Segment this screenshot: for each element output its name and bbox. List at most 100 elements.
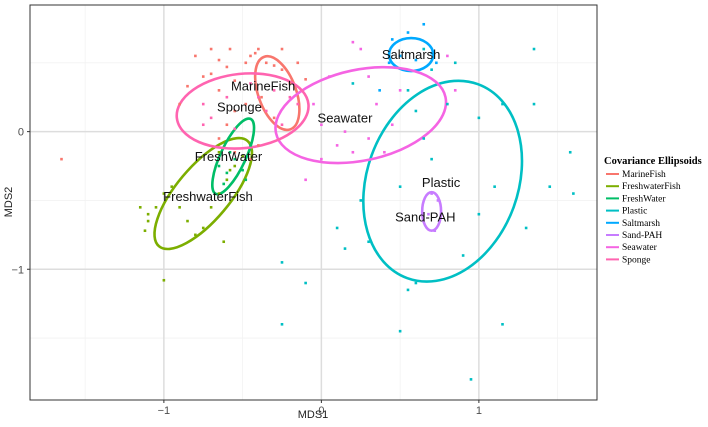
data-point-marinefish xyxy=(209,72,213,76)
data-point-freshwaterfish xyxy=(241,155,244,158)
data-point-plastic xyxy=(430,68,433,71)
data-point-plastic xyxy=(280,323,284,326)
y-axis-title: MDS2 xyxy=(3,187,15,218)
ellipse-marinefish xyxy=(253,54,301,132)
data-point-freshwater xyxy=(233,157,237,161)
data-point-marinefish xyxy=(233,150,237,154)
data-point-freshwaterfish xyxy=(146,212,150,216)
ellipse-freshwaterfish xyxy=(153,136,254,251)
data-point-marinefish xyxy=(257,47,260,51)
data-point-seawater xyxy=(320,123,323,127)
data-point-marinefish xyxy=(280,47,284,51)
data-point-freshwater xyxy=(217,164,221,168)
data-point-freshwater xyxy=(244,178,248,182)
group-label-freshwater: FreshWater xyxy=(195,149,263,164)
data-point-marinefish xyxy=(249,54,252,58)
data-point-sponge xyxy=(264,109,268,113)
data-point-saltmarsh xyxy=(435,61,438,65)
plot-panel xyxy=(30,5,597,400)
data-point-plastic xyxy=(453,61,457,65)
x-tick-label: 0 xyxy=(318,405,324,417)
ellipse-seawater xyxy=(274,65,448,165)
ellipse-plastic xyxy=(362,79,524,283)
group-labels: MarineFish FreshwaterFish FreshWater Plasti… xyxy=(163,47,461,224)
data-point-saltmarsh xyxy=(398,54,402,58)
data-point-marinefish xyxy=(244,61,248,65)
data-point-freshwaterfish xyxy=(178,206,181,209)
data-point-saltmarsh xyxy=(390,38,394,41)
data-point-freshwaterfish xyxy=(154,206,158,209)
group-label-freshwaterfish: FreshwaterFish xyxy=(163,189,253,204)
data-point-sponge xyxy=(272,89,276,92)
data-point-marinefish xyxy=(280,68,284,71)
data-point-plastic xyxy=(532,102,536,106)
data-point-marinefish xyxy=(217,58,221,62)
data-point-plastic xyxy=(280,261,284,264)
data-point-seawater xyxy=(375,102,378,106)
data-point-plastic xyxy=(335,226,339,230)
data-point-freshwaterfish xyxy=(217,192,221,195)
data-point-plastic xyxy=(477,212,481,216)
data-point-plastic xyxy=(477,116,481,120)
data-point-plastic xyxy=(414,109,418,113)
data-point-saltmarsh xyxy=(387,61,391,65)
group-label-saltmarsh: Saltmarsh xyxy=(382,47,441,62)
data-point-marinefish xyxy=(228,47,232,51)
data-point-marinefish xyxy=(186,84,189,88)
data-point-freshwaterfish xyxy=(233,164,237,168)
data-point-marinefish xyxy=(253,51,257,55)
x-tick-label: −1 xyxy=(158,405,171,417)
group-label-sand-pah: Sand-PAH xyxy=(395,209,455,224)
data-point-seawater xyxy=(398,89,402,92)
legend-label-sand-pah: Sand-PAH xyxy=(622,231,662,241)
data-point-plastic xyxy=(430,157,433,161)
x-axis-title: MDS1 xyxy=(298,409,329,421)
data-point-freshwater xyxy=(222,182,226,186)
data-point-plastic xyxy=(414,281,418,285)
data-point-plastic xyxy=(461,254,465,257)
data-point-freshwaterfish xyxy=(225,178,229,182)
legend-label-saltmarsh: Saltmarsh xyxy=(622,219,660,229)
data-point-sponge xyxy=(249,82,252,85)
plot-border xyxy=(29,4,598,401)
data-point-sponge xyxy=(201,102,205,106)
data-point-seawater xyxy=(367,75,370,78)
data-point-plastic xyxy=(422,137,426,140)
legend-label-marinefish: MarineFish xyxy=(622,170,666,180)
data-point-marinefish xyxy=(260,95,263,99)
data-point-plastic xyxy=(398,329,402,333)
data-point-marinefish xyxy=(225,123,229,127)
data-points xyxy=(60,22,575,381)
data-point-sand-pah xyxy=(427,212,430,216)
data-point-marinefish xyxy=(209,47,213,51)
data-point-plastic xyxy=(524,226,528,230)
data-point-marinefish xyxy=(244,102,248,106)
data-point-marinefish xyxy=(178,102,181,106)
data-point-freshwaterfish xyxy=(170,185,174,188)
data-point-plastic xyxy=(548,185,552,188)
data-point-seawater xyxy=(453,89,457,92)
data-point-freshwater xyxy=(228,150,232,154)
data-point-seawater xyxy=(390,123,394,127)
legend-label-sponge: Sponge xyxy=(622,255,651,265)
legend-label-freshwater: FreshWater xyxy=(622,194,666,204)
data-point-sponge xyxy=(296,102,300,106)
data-point-marinefish xyxy=(225,65,229,69)
data-point-sponge xyxy=(209,116,213,120)
data-point-sand-pah xyxy=(433,229,437,233)
data-point-marinefish xyxy=(304,78,307,81)
data-point-seawater xyxy=(343,130,347,133)
ellipse-sand-pah xyxy=(420,190,443,233)
data-point-freshwaterfish xyxy=(162,192,166,195)
legend-title: Covariance Ellipsoids xyxy=(604,156,702,167)
data-point-saltmarsh xyxy=(378,89,381,92)
data-point-marinefish xyxy=(288,82,292,85)
data-point-sponge xyxy=(280,123,284,127)
grid-lines xyxy=(30,5,597,400)
data-point-plastic xyxy=(398,185,402,188)
data-point-plastic xyxy=(406,89,410,92)
group-label-marinefish: MarineFish xyxy=(231,79,295,94)
data-point-freshwaterfish xyxy=(222,240,226,244)
data-point-seawater xyxy=(383,150,386,154)
